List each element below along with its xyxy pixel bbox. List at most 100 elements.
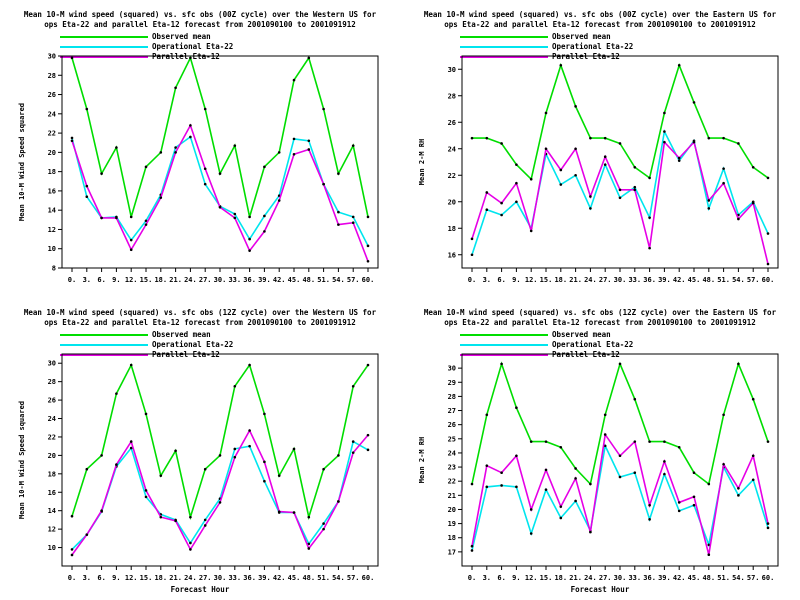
data-point bbox=[648, 503, 651, 507]
plot-frame bbox=[61, 353, 379, 567]
data-point bbox=[603, 413, 607, 417]
y-tick-label: 25 bbox=[448, 435, 456, 443]
data-point bbox=[322, 522, 325, 525]
data-point bbox=[85, 533, 89, 536]
data-point bbox=[248, 363, 251, 367]
x-tick-label: 39. bbox=[258, 276, 271, 284]
y-tick-label: 24 bbox=[448, 449, 456, 457]
data-point bbox=[248, 249, 251, 252]
data-point bbox=[515, 163, 518, 166]
data-point bbox=[766, 232, 770, 235]
legend-swatch-observed bbox=[460, 36, 548, 38]
data-point bbox=[500, 201, 503, 205]
x-tick-label: 60. bbox=[362, 276, 375, 284]
x-tick-label: 27. bbox=[599, 276, 612, 284]
x-tick-label: 36. bbox=[243, 276, 256, 284]
data-point bbox=[589, 482, 592, 486]
legend-label: Operational Eta-22 bbox=[552, 42, 634, 51]
x-tick-label: 36. bbox=[643, 574, 656, 582]
data-point bbox=[589, 530, 592, 534]
data-point bbox=[366, 244, 370, 248]
data-point bbox=[85, 195, 89, 198]
data-point bbox=[618, 475, 622, 479]
data-point bbox=[203, 518, 207, 522]
data-point bbox=[707, 543, 711, 547]
data-point bbox=[115, 146, 118, 149]
data-point bbox=[292, 447, 296, 451]
legend-swatch-observed bbox=[60, 334, 148, 336]
data-point bbox=[174, 146, 177, 149]
data-point bbox=[648, 518, 651, 521]
data-point bbox=[248, 444, 251, 448]
x-axis-label: Forecast Hour bbox=[170, 585, 230, 594]
data-point bbox=[737, 362, 740, 366]
data-point bbox=[722, 167, 725, 170]
y-tick-label: 10 bbox=[48, 245, 56, 253]
data-point bbox=[470, 544, 474, 548]
x-tick-label: 60. bbox=[762, 574, 775, 582]
y-tick-label: 21 bbox=[448, 492, 456, 500]
data-point bbox=[544, 147, 548, 151]
data-point bbox=[263, 479, 266, 483]
y-tick-label: 18 bbox=[48, 168, 56, 176]
data-point bbox=[70, 136, 74, 140]
x-tick-label: 39. bbox=[658, 574, 671, 582]
data-point bbox=[500, 484, 503, 487]
x-tick-label: 42. bbox=[273, 276, 286, 284]
data-point bbox=[722, 462, 725, 466]
x-tick-label: 6. bbox=[97, 574, 105, 582]
x-tick-label: 36. bbox=[643, 276, 656, 284]
y-tick-label: 27 bbox=[448, 407, 456, 415]
series-operational bbox=[71, 440, 369, 550]
series-operational bbox=[471, 128, 769, 256]
x-tick-label: 30. bbox=[614, 574, 627, 582]
data-point bbox=[337, 210, 340, 214]
data-point bbox=[203, 167, 207, 171]
data-point bbox=[144, 412, 148, 416]
legend-entry-observed: Observed mean bbox=[60, 330, 360, 339]
data-point bbox=[633, 185, 637, 189]
data-point bbox=[277, 199, 281, 202]
data-point bbox=[707, 482, 711, 486]
y-tick-label: 20 bbox=[448, 198, 456, 206]
data-point bbox=[751, 201, 755, 205]
x-tick-label: 51. bbox=[317, 574, 330, 582]
data-point bbox=[574, 499, 577, 503]
data-point bbox=[159, 474, 163, 477]
x-tick-label: 0. bbox=[68, 276, 76, 284]
data-point bbox=[663, 140, 666, 144]
data-point bbox=[351, 221, 355, 225]
data-point bbox=[470, 136, 474, 140]
data-point bbox=[589, 207, 592, 210]
y-tick-label: 18 bbox=[448, 534, 456, 542]
data-point bbox=[129, 238, 133, 242]
x-tick-label: 9. bbox=[512, 574, 520, 582]
x-tick-label: 57. bbox=[747, 574, 760, 582]
x-tick-label: 51. bbox=[717, 276, 730, 284]
x-tick-label: 42. bbox=[673, 574, 686, 582]
x-tick-label: 33. bbox=[628, 574, 641, 582]
x-tick-label: 33. bbox=[228, 574, 241, 582]
data-point bbox=[159, 515, 163, 519]
x-tick-label: 15. bbox=[140, 276, 153, 284]
chart-title: Mean 10-M wind speed (squared) vs. sfc o… bbox=[423, 308, 777, 327]
series-observed bbox=[71, 55, 369, 218]
data-point bbox=[544, 440, 548, 443]
x-tick-label: 3. bbox=[483, 276, 491, 284]
data-point bbox=[203, 524, 207, 527]
data-point bbox=[292, 78, 296, 82]
data-point bbox=[233, 144, 237, 147]
data-point bbox=[544, 111, 548, 115]
y-tick-label: 12 bbox=[48, 526, 56, 534]
data-point bbox=[707, 199, 711, 202]
x-tick-label: 51. bbox=[717, 574, 730, 582]
data-point bbox=[292, 137, 296, 141]
x-tick-label: 18. bbox=[554, 276, 567, 284]
x-tick-label: 54. bbox=[732, 574, 745, 582]
data-point bbox=[366, 448, 370, 452]
data-point bbox=[737, 217, 740, 221]
x-tick-label: 3. bbox=[83, 574, 91, 582]
x-tick-label: 60. bbox=[362, 574, 375, 582]
data-point bbox=[751, 454, 755, 458]
data-point bbox=[663, 472, 666, 476]
